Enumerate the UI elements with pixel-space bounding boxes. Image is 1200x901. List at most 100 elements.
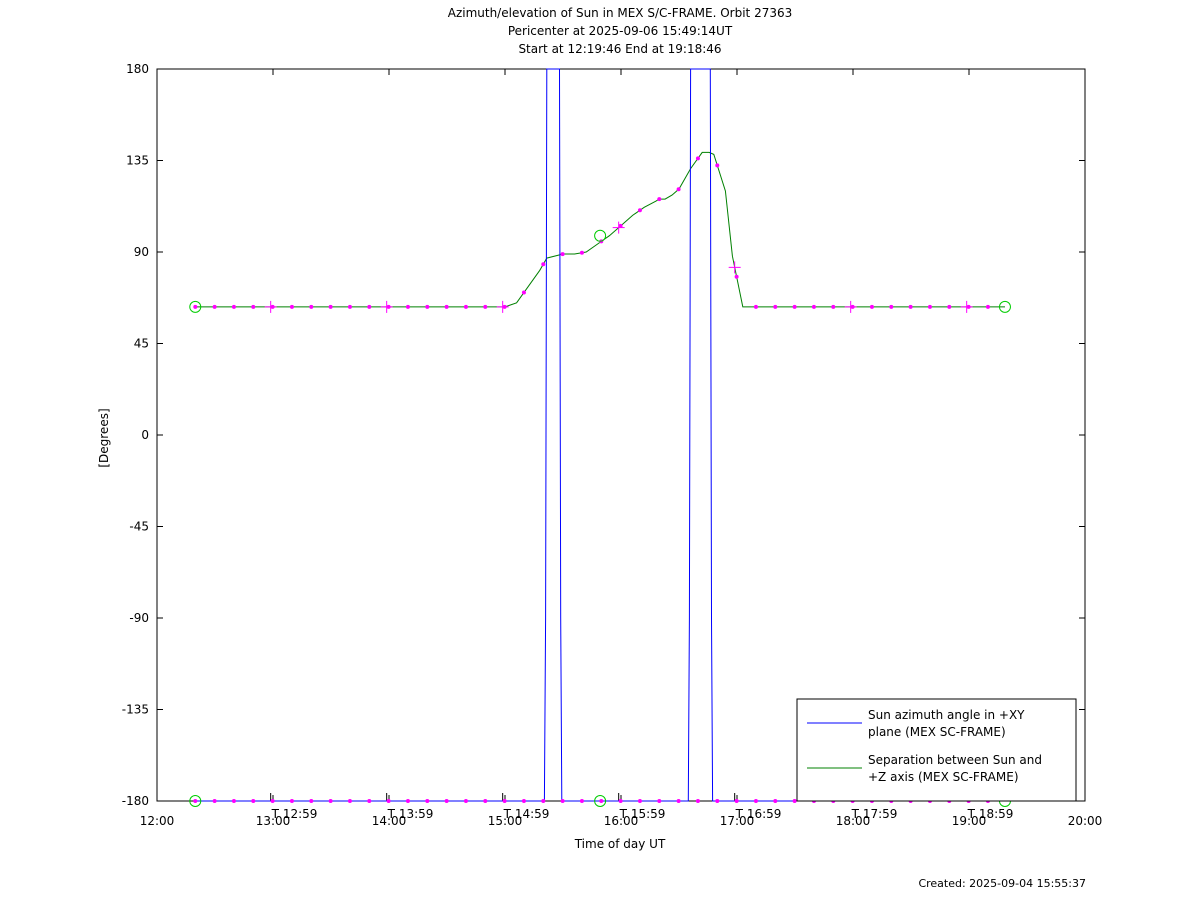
sun-azimuth-marker xyxy=(579,799,584,803)
sun-separation-marker xyxy=(831,304,836,309)
y-tick-label: 180 xyxy=(126,62,149,76)
sun-separation-marker xyxy=(309,304,314,309)
sun-azimuth-marker xyxy=(637,799,642,803)
sun-azimuth-marker xyxy=(676,799,681,803)
y-tick-label: 45 xyxy=(134,337,149,351)
sun-separation-marker xyxy=(695,156,700,161)
time-marker-label: T 12:59 xyxy=(271,807,318,821)
sun-azimuth-marker xyxy=(715,799,720,803)
y-tick-label: -135 xyxy=(122,703,149,717)
sun-azimuth-marker xyxy=(289,799,294,803)
y-tick-label: -180 xyxy=(122,794,149,808)
event-circle-marker xyxy=(594,795,607,807)
x-tick-label: 14:00 xyxy=(372,814,407,828)
sun-azimuth-marker xyxy=(270,799,275,803)
sun-separation-marker xyxy=(947,304,952,309)
sun-separation-marker xyxy=(347,304,352,309)
sun-azimuth-marker xyxy=(695,799,700,803)
x-tick-label: 13:00 xyxy=(256,814,291,828)
series-line-1 xyxy=(195,151,1005,308)
sun-azimuth-marker xyxy=(541,799,546,803)
x-axis-label: Time of day UT xyxy=(574,837,666,851)
sun-azimuth-marker xyxy=(444,799,449,803)
sun-separation-marker xyxy=(927,304,932,309)
event-circle-marker xyxy=(998,300,1011,313)
legend-label-2: Separation between Sun and xyxy=(868,753,1042,767)
sun-azimuth-marker xyxy=(251,799,256,803)
sun-separation-marker xyxy=(811,304,816,309)
series-line-2 xyxy=(195,68,1005,802)
sun-separation-marker xyxy=(251,304,256,309)
legend-box xyxy=(796,698,1077,802)
sun-separation-marker xyxy=(367,304,372,309)
sun-separation-marker xyxy=(444,304,449,309)
sun-separation-marker xyxy=(753,304,758,309)
pericenter-circle-marker xyxy=(594,229,607,242)
sun-separation-marker xyxy=(889,304,894,309)
x-tick-label: 17:00 xyxy=(720,814,755,828)
sun-azimuth-marker xyxy=(773,799,778,803)
sun-azimuth-marker xyxy=(386,799,391,803)
created-timestamp: Created: 2025-09-04 15:55:37 xyxy=(918,877,1086,890)
y-axis-label: [Degrees] xyxy=(97,408,111,467)
y-tick-label: -90 xyxy=(129,611,149,625)
sun-azimuth-marker xyxy=(309,799,314,803)
time-marker-label: T 13:59 xyxy=(387,807,434,821)
chart-title: Azimuth/elevation of Sun in MEX S/C-FRAM… xyxy=(447,6,793,20)
y-tick-label: 90 xyxy=(134,245,149,259)
event-circle-marker xyxy=(189,300,202,313)
sun-azimuth-marker xyxy=(657,799,662,803)
x-tick-label: 15:00 xyxy=(488,814,523,828)
sun-separation-marker xyxy=(773,304,778,309)
sun-separation-marker xyxy=(676,187,681,192)
event-circle-marker xyxy=(189,795,202,807)
sun-azimuth-marker xyxy=(753,799,758,803)
sun-azimuth-marker xyxy=(425,799,430,803)
x-tick-label: 12:00 xyxy=(140,814,175,828)
sun-azimuth-marker xyxy=(792,799,797,803)
sun-azimuth-marker xyxy=(193,799,198,803)
sun-azimuth-marker xyxy=(328,799,333,803)
sun-separation-marker xyxy=(483,304,488,309)
sun-azimuth-marker xyxy=(502,799,507,803)
time-marker-label: T 17:59 xyxy=(851,807,898,821)
sun-separation-marker xyxy=(657,197,662,202)
sun-separation-marker xyxy=(734,274,739,279)
sun-separation-marker xyxy=(560,252,565,257)
sun-separation-marker xyxy=(289,304,294,309)
chart-subtitle-start-end: Start at 12:19:46 End at 19:18:46 xyxy=(518,42,722,56)
time-marker-label: T 14:59 xyxy=(503,807,550,821)
sun-separation-marker xyxy=(792,304,797,309)
sun-separation-marker xyxy=(193,304,198,309)
sun-azimuth-marker xyxy=(599,799,604,803)
sun-azimuth-marker xyxy=(367,799,372,803)
x-tick-label: 19:00 xyxy=(952,814,987,828)
sun-azimuth-marker xyxy=(405,799,410,803)
sun-separation-marker xyxy=(869,304,874,309)
sun-separation-marker xyxy=(618,223,623,228)
sun-separation-marker xyxy=(463,304,468,309)
plot-frame xyxy=(156,68,1086,802)
sun-separation-marker xyxy=(425,304,430,309)
x-tick-label: 20:00 xyxy=(1068,814,1103,828)
y-tick-label: 0 xyxy=(141,428,149,442)
sun-azimuth-marker xyxy=(463,799,468,803)
legend-label-1-cont: plane (MEX SC-FRAME) xyxy=(868,725,1006,739)
sun-azimuth-marker xyxy=(618,799,623,803)
sun-separation-marker xyxy=(637,208,642,213)
x-tick-label: 16:00 xyxy=(604,814,639,828)
sun-separation-marker xyxy=(541,262,546,267)
chart-subtitle-pericenter: Pericenter at 2025-09-06 15:49:14UT xyxy=(507,24,733,38)
sun-azimuth-marker xyxy=(347,799,352,803)
sun-separation-marker xyxy=(328,304,333,309)
sun-separation-marker xyxy=(405,304,410,309)
sun-separation-marker xyxy=(715,163,720,168)
sun-separation-marker xyxy=(521,290,526,295)
sun-azimuth-marker xyxy=(734,799,739,803)
time-marker-label: T 18:59 xyxy=(967,807,1014,821)
sun-azimuth-marker xyxy=(231,799,236,803)
sun-separation-marker xyxy=(579,250,584,255)
time-marker-label: T 15:59 xyxy=(619,807,666,821)
legend-label-2-cont: +Z axis (MEX SC-FRAME) xyxy=(868,770,1019,784)
